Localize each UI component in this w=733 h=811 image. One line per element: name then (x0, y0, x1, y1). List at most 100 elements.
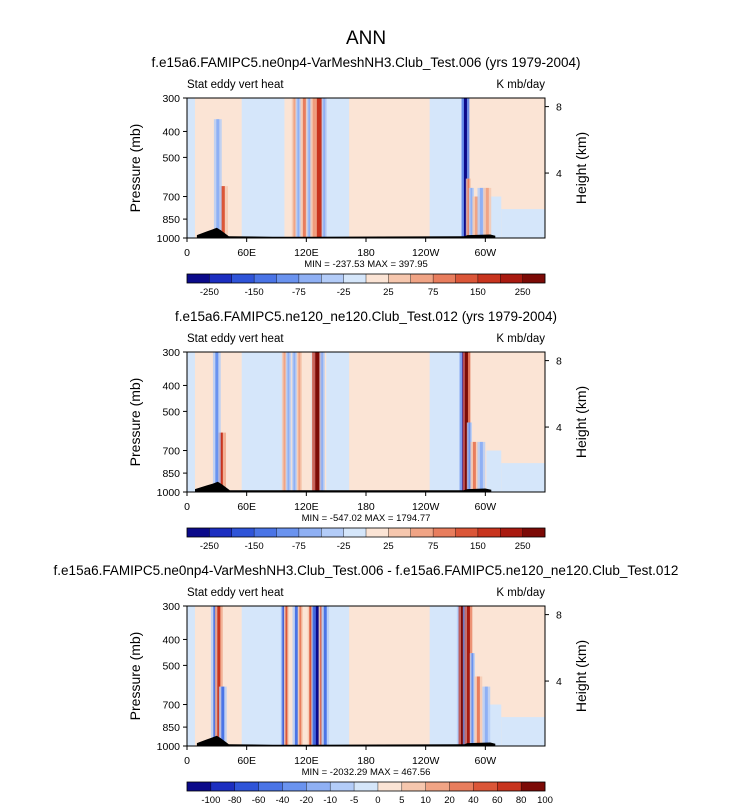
x-tick-label: 120W (412, 755, 440, 767)
positive-streak (283, 352, 286, 492)
colorbar-swatch (497, 782, 522, 791)
positive-streak (217, 606, 221, 746)
y-tick-label: 850 (162, 468, 180, 480)
negative-streak (471, 653, 474, 746)
colorbar-swatch (477, 528, 501, 537)
pressure-ticks: 300 400 500 700 850 1000 (157, 601, 181, 753)
weak-negative-region (429, 352, 465, 492)
weak-negative-region (501, 717, 545, 746)
colorbar-label: 100 (537, 795, 553, 806)
negative-streak (215, 352, 219, 492)
colorbar-swatch (298, 528, 322, 537)
negative-streak (293, 352, 296, 492)
negative-streak (297, 98, 300, 238)
weak-negative-region (326, 606, 350, 746)
colorbar-swatch (410, 274, 434, 283)
colorbar-swatch (473, 782, 498, 791)
longitude-ticks: 0 60E 120E 180 120W 60W (184, 501, 496, 513)
contour-plot (183, 351, 549, 496)
colorbar-label: -20 (299, 795, 313, 806)
colorbar-swatch (209, 274, 233, 283)
panel-3-difference: f.e15a6.FAMIPC5.ne0np4-VarMeshNH3.Club_T… (54, 563, 679, 806)
y2-tick-label: 4 (556, 168, 562, 180)
colorbar-swatch (231, 274, 255, 283)
colorbar-swatch (388, 528, 412, 537)
colorbar-swatch (282, 782, 307, 791)
colorbar-swatch (377, 782, 403, 791)
colorbar (186, 527, 546, 538)
colorbar-label: 75 (428, 541, 439, 552)
colorbar-swatch (477, 274, 501, 283)
negative-streak (321, 352, 324, 492)
weak-negative-region (326, 352, 350, 492)
x-tick-label: 0 (184, 247, 190, 259)
positive-streak (320, 606, 323, 746)
colorbar-swatch (258, 782, 283, 791)
colorbar-frame (186, 781, 546, 792)
contour-plot (183, 97, 549, 242)
positive-streak (299, 606, 302, 746)
colorbar-swatch (210, 782, 236, 791)
panel-title: f.e15a6.FAMIPC5.ne0np4-VarMeshNH3.Club_T… (152, 55, 581, 70)
y-tick-label: 850 (162, 214, 180, 226)
colorbar-labels: -250 -150 -75 -25 25 75 150 250 (200, 541, 531, 552)
positive-streak (460, 606, 464, 746)
negative-streak (479, 441, 483, 492)
colorbar-label: -150 (245, 287, 264, 298)
min-max-stats: MIN = -547.02 MAX = 1794.77 (302, 513, 431, 524)
y2-axis-label: Height (km) (573, 132, 589, 204)
colorbar-label: -25 (337, 541, 351, 552)
x-tick-label: 120W (412, 247, 440, 259)
longitude-ticks: 0 60E 120E 180 120W 60W (184, 755, 496, 767)
colorbar-swatch (401, 782, 426, 791)
colorbar-swatch (209, 528, 233, 537)
negative-streak (323, 606, 327, 746)
colorbar-label: -100 (201, 795, 220, 806)
weak-negative-region (486, 450, 502, 492)
colorbar-label: 250 (515, 541, 531, 552)
colorbar-swatch (366, 528, 389, 537)
colorbar-swatch (254, 274, 277, 283)
y2-tick-label: 4 (556, 676, 562, 688)
colorbar-label: -150 (245, 541, 264, 552)
colorbar-swatch (330, 782, 355, 791)
colorbar-swatch (354, 782, 379, 791)
y-tick-label: 700 (162, 700, 180, 712)
colorbar-swatch (366, 274, 389, 283)
colorbar-swatch (500, 274, 523, 283)
weak-negative-region (241, 606, 285, 746)
negative-streak (216, 119, 220, 238)
y-tick-label: 300 (162, 601, 180, 613)
colorbar-swatch (343, 274, 367, 283)
panel-1: f.e15a6.FAMIPC5.ne0np4-VarMeshNH3.Club_T… (127, 55, 589, 298)
colorbar-swatch (388, 274, 412, 283)
colorbar-swatch (321, 274, 344, 283)
colorbar-label: 0 (375, 795, 380, 806)
x-tick-label: 180 (357, 755, 375, 767)
negative-streak (315, 606, 319, 746)
weak-negative-region (241, 98, 285, 238)
x-tick-label: 120E (294, 247, 319, 259)
positive-streak (316, 98, 322, 238)
x-tick-label: 0 (184, 501, 190, 513)
colorbar-label: 25 (383, 541, 394, 552)
colorbar-label: -75 (292, 287, 306, 298)
colorbar-label: 150 (470, 287, 486, 298)
negative-streak (221, 686, 225, 746)
colorbar-label: -10 (323, 795, 337, 806)
y-axis-label: Pressure (mb) (127, 124, 143, 213)
weak-negative-region (326, 98, 350, 238)
variable-label: Stat eddy vert heat (187, 79, 284, 91)
colorbar (186, 273, 546, 284)
x-tick-label: 120E (294, 501, 319, 513)
colorbar-swatch (231, 528, 255, 537)
colorbar-label: 80 (516, 795, 527, 806)
negative-streak (479, 187, 483, 238)
colorbar-label: 250 (515, 287, 531, 298)
height-ticks: 8 4 (556, 356, 562, 434)
negative-streak (470, 187, 473, 238)
positive-streak (466, 606, 470, 746)
colorbar-label: -75 (292, 541, 306, 552)
colorbar-swatch (187, 782, 212, 791)
y-tick-label: 500 (162, 660, 180, 672)
